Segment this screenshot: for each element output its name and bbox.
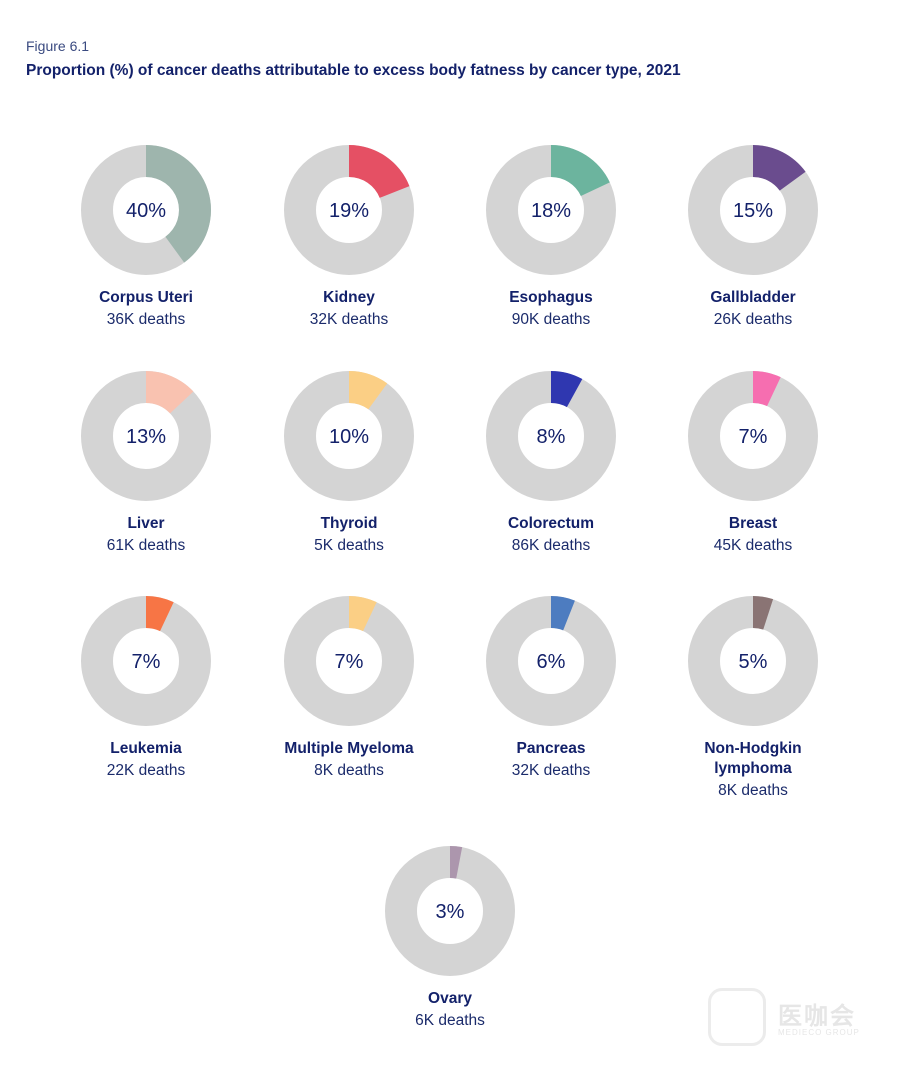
cancer-name-esophagus: Esophagus — [509, 289, 593, 306]
percent-label-breast: 7% — [739, 426, 768, 448]
donut-corpus-uteri: 40% — [81, 145, 211, 275]
watermark-subtext: MEDIECO GROUP — [778, 1028, 860, 1037]
cancer-name-thyroid: Thyroid — [320, 515, 378, 532]
caption-breast: Breast 45K deaths — [653, 514, 853, 556]
donut-colorectum: 8% — [486, 371, 616, 501]
caption-kidney: Kidney 32K deaths — [249, 288, 449, 330]
donut-slice-corpus-uteri — [146, 145, 211, 263]
caption-liver: Liver 61K deaths — [46, 514, 246, 556]
caption-non-hodgkin-lymphoma: Non-Hodgkin lymphoma 8K deaths — [653, 739, 853, 801]
watermark: 医咖会 MEDIECO GROUP — [708, 988, 888, 1046]
cancer-name-breast: Breast — [728, 515, 778, 532]
cancer-name-multiple-myeloma: Multiple Myeloma — [284, 740, 414, 757]
percent-label-liver: 13% — [126, 426, 166, 448]
caption-corpus-uteri: Corpus Uteri 36K deaths — [46, 288, 246, 330]
death-count-esophagus: 90K deaths — [511, 311, 591, 328]
percent-label-kidney: 19% — [329, 200, 369, 222]
percent-label-multiple-myeloma: 7% — [335, 651, 364, 673]
death-count-leukemia: 22K deaths — [106, 762, 186, 779]
caption-multiple-myeloma: Multiple Myeloma 8K deaths — [249, 739, 449, 781]
caption-thyroid: Thyroid 5K deaths — [249, 514, 449, 556]
death-count-colorectum: 86K deaths — [511, 537, 591, 554]
donut-multiple-myeloma: 7% — [284, 596, 414, 726]
caption-leukemia: Leukemia 22K deaths — [46, 739, 246, 781]
percent-label-thyroid: 10% — [329, 426, 369, 448]
percent-label-colorectum: 8% — [537, 426, 566, 448]
donut-pancreas: 6% — [486, 596, 616, 726]
death-count-non-hodgkin-lymphoma: 8K deaths — [718, 782, 788, 799]
cancer-name-ovary: Ovary — [428, 990, 472, 1007]
figure-title: Proportion (%) of cancer deaths attribut… — [26, 62, 681, 79]
cancer-name-corpus-uteri: Corpus Uteri — [99, 289, 193, 306]
cancer-name-pancreas: Pancreas — [516, 740, 586, 757]
cancer-name-gallbladder: Gallbladder — [710, 289, 796, 306]
percent-label-gallbladder: 15% — [733, 200, 773, 222]
donut-slice-leukemia — [146, 596, 174, 632]
death-count-breast: 45K deaths — [713, 537, 793, 554]
donut-slice-pancreas — [551, 596, 575, 631]
figure-label: Figure 6.1 — [26, 38, 90, 54]
percent-label-esophagus: 18% — [531, 200, 571, 222]
donut-slice-esophagus — [551, 145, 610, 196]
donut-slice-ovary — [450, 846, 463, 879]
donut-thyroid: 10% — [284, 371, 414, 501]
donut-slice-liver — [146, 371, 194, 414]
cancer-name-non-hodgkin-lymphoma: Non-Hodgkin lymphoma — [704, 740, 802, 777]
donut-slice-breast — [753, 371, 781, 407]
donut-kidney: 19% — [284, 145, 414, 275]
donut-leukemia: 7% — [81, 596, 211, 726]
donut-non-hodgkin-lymphoma: 5% — [688, 596, 818, 726]
cancer-name-leukemia: Leukemia — [110, 740, 182, 757]
cancer-name-liver: Liver — [127, 515, 165, 532]
death-count-pancreas: 32K deaths — [511, 762, 591, 779]
donut-slice-multiple-myeloma — [349, 596, 377, 632]
death-count-thyroid: 5K deaths — [314, 537, 384, 554]
caption-colorectum: Colorectum 86K deaths — [451, 514, 651, 556]
donut-slice-colorectum — [551, 371, 583, 408]
death-count-multiple-myeloma: 8K deaths — [314, 762, 384, 779]
cancer-name-kidney: Kidney — [323, 289, 375, 306]
donut-slice-non-hodgkin-lymphoma — [753, 596, 774, 630]
percent-label-non-hodgkin-lymphoma: 5% — [739, 651, 768, 673]
donut-breast: 7% — [688, 371, 818, 501]
cancer-name-colorectum: Colorectum — [507, 515, 595, 532]
percent-label-corpus-uteri: 40% — [126, 200, 166, 222]
caption-gallbladder: Gallbladder 26K deaths — [653, 288, 853, 330]
death-count-liver: 61K deaths — [106, 537, 186, 554]
donut-slice-thyroid — [349, 371, 388, 410]
donut-esophagus: 18% — [486, 145, 616, 275]
donut-ovary: 3% — [385, 846, 515, 976]
death-count-corpus-uteri: 36K deaths — [106, 311, 186, 328]
death-count-kidney: 32K deaths — [309, 311, 389, 328]
death-count-ovary: 6K deaths — [415, 1012, 485, 1029]
percent-label-leukemia: 7% — [132, 651, 161, 673]
percent-label-pancreas: 6% — [537, 651, 566, 673]
percent-label-ovary: 3% — [436, 901, 465, 923]
watermark-text: 医咖会 — [778, 1003, 856, 1030]
caption-pancreas: Pancreas 32K deaths — [451, 739, 651, 781]
donut-liver: 13% — [81, 371, 211, 501]
caption-ovary: Ovary 6K deaths — [350, 989, 550, 1031]
watermark-logo-icon — [708, 988, 766, 1046]
donut-slice-kidney — [349, 145, 410, 198]
caption-esophagus: Esophagus 90K deaths — [451, 288, 651, 330]
donut-slice-gallbladder — [753, 145, 806, 191]
death-count-gallbladder: 26K deaths — [713, 311, 793, 328]
donut-gallbladder: 15% — [688, 145, 818, 275]
